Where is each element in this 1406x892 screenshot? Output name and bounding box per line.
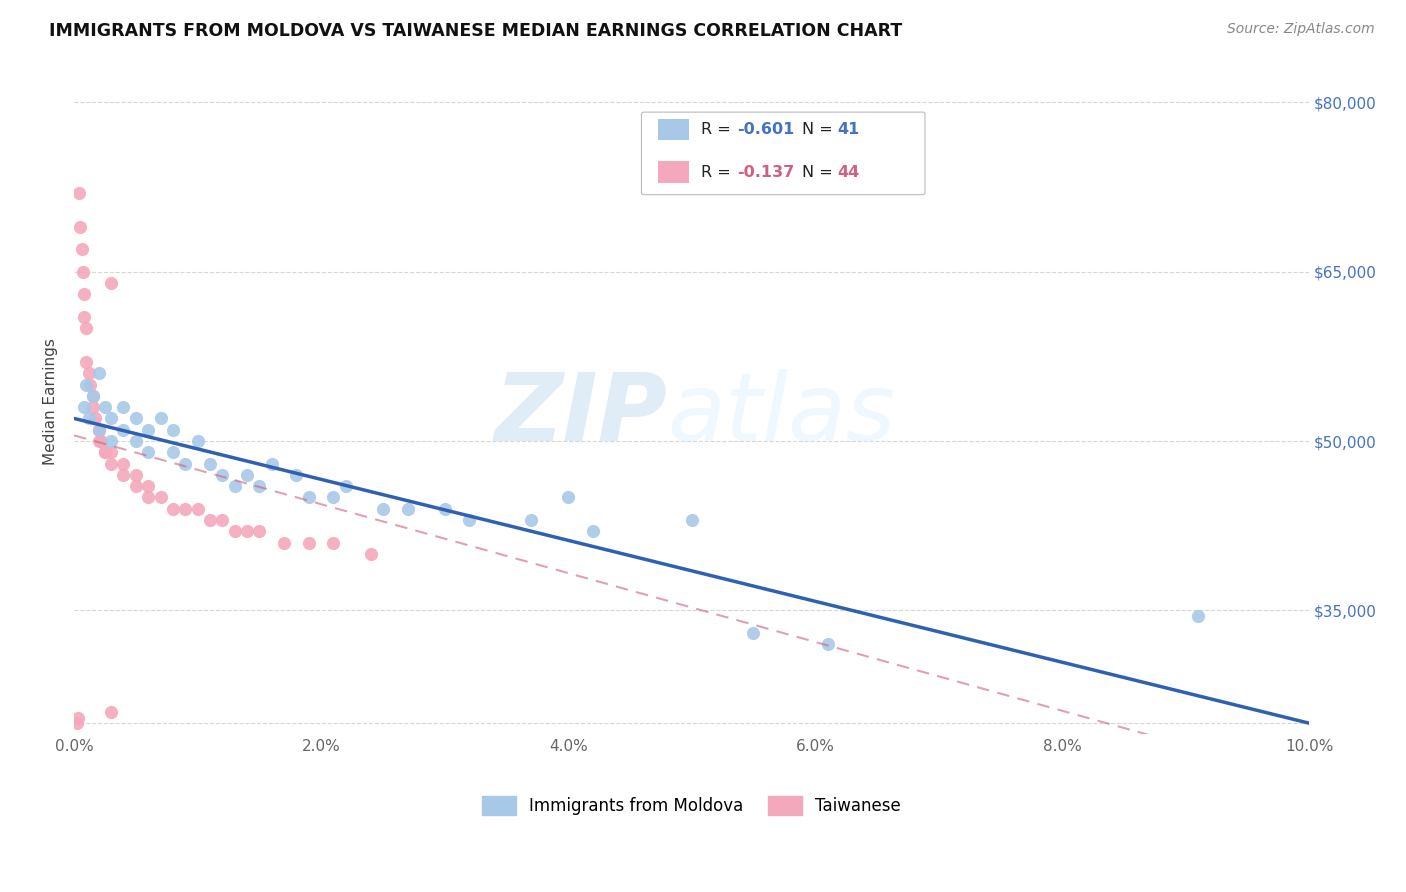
Point xyxy=(298,535,321,549)
Point xyxy=(112,423,135,437)
Point xyxy=(87,423,110,437)
Point xyxy=(125,467,148,482)
Point xyxy=(298,491,321,505)
Point xyxy=(174,457,197,471)
Point xyxy=(70,242,93,256)
Point xyxy=(162,423,184,437)
Point xyxy=(94,445,117,459)
Point xyxy=(285,467,308,482)
Point xyxy=(94,400,117,414)
Point xyxy=(162,445,184,459)
Legend: Immigrants from Moldova, Taiwanese: Immigrants from Moldova, Taiwanese xyxy=(475,789,907,822)
Point xyxy=(247,524,270,539)
Point xyxy=(87,423,110,437)
Point xyxy=(82,389,104,403)
Point xyxy=(582,524,605,539)
Point xyxy=(87,423,110,437)
Point xyxy=(125,434,148,448)
Point xyxy=(187,434,209,448)
Point xyxy=(82,389,104,403)
Point xyxy=(817,637,839,651)
Point xyxy=(136,479,159,493)
Point xyxy=(360,547,382,561)
Point xyxy=(211,467,233,482)
Text: R =: R = xyxy=(700,122,735,137)
Point xyxy=(75,377,97,392)
Point xyxy=(87,366,110,380)
Point xyxy=(112,457,135,471)
Point xyxy=(433,501,456,516)
Point xyxy=(458,513,481,527)
Point xyxy=(162,501,184,516)
Point xyxy=(174,501,197,516)
Point xyxy=(69,219,91,234)
Point xyxy=(198,457,221,471)
Text: -0.601: -0.601 xyxy=(737,122,794,137)
Point xyxy=(100,445,122,459)
Point xyxy=(67,186,90,200)
Point xyxy=(100,411,122,425)
Text: 41: 41 xyxy=(837,122,859,137)
Point xyxy=(224,524,246,539)
Point xyxy=(65,716,87,731)
Point xyxy=(211,513,233,527)
Point xyxy=(125,479,148,493)
Point xyxy=(112,400,135,414)
Point xyxy=(87,434,110,448)
Text: N =: N = xyxy=(801,122,838,137)
Text: N =: N = xyxy=(801,165,838,180)
Point xyxy=(73,400,96,414)
Point xyxy=(136,491,159,505)
Point xyxy=(681,513,703,527)
Point xyxy=(73,310,96,324)
Point xyxy=(236,524,259,539)
Point xyxy=(77,411,100,425)
Point xyxy=(260,457,283,471)
Text: R =: R = xyxy=(700,165,735,180)
Point xyxy=(100,434,122,448)
Point xyxy=(198,513,221,527)
Point xyxy=(247,479,270,493)
Text: ZIP: ZIP xyxy=(494,368,666,461)
Point xyxy=(335,479,357,493)
Point xyxy=(77,366,100,380)
Point xyxy=(520,513,543,527)
Point xyxy=(1187,609,1209,624)
Point xyxy=(72,265,94,279)
Point xyxy=(742,626,765,640)
Point xyxy=(79,377,101,392)
Point xyxy=(84,411,107,425)
Text: 44: 44 xyxy=(837,165,859,180)
Point xyxy=(125,411,148,425)
Point xyxy=(322,535,344,549)
Text: -0.137: -0.137 xyxy=(737,165,794,180)
Point xyxy=(236,467,259,482)
Point xyxy=(224,479,246,493)
Point xyxy=(90,434,112,448)
Point xyxy=(75,321,97,335)
Point xyxy=(273,535,295,549)
Point xyxy=(112,467,135,482)
Text: atlas: atlas xyxy=(666,369,896,460)
Point xyxy=(82,400,104,414)
Point xyxy=(396,501,419,516)
Text: IMMIGRANTS FROM MOLDOVA VS TAIWANESE MEDIAN EARNINGS CORRELATION CHART: IMMIGRANTS FROM MOLDOVA VS TAIWANESE MED… xyxy=(49,22,903,40)
Point xyxy=(187,501,209,516)
Point xyxy=(75,355,97,369)
Y-axis label: Median Earnings: Median Earnings xyxy=(44,338,58,465)
Point xyxy=(66,710,89,724)
Point xyxy=(322,491,344,505)
Point xyxy=(73,287,96,301)
Point xyxy=(136,445,159,459)
Point xyxy=(94,445,117,459)
Text: Source: ZipAtlas.com: Source: ZipAtlas.com xyxy=(1227,22,1375,37)
Point xyxy=(371,501,394,516)
Point xyxy=(136,423,159,437)
Point xyxy=(100,457,122,471)
Point xyxy=(149,411,172,425)
Point xyxy=(100,276,122,290)
Point xyxy=(149,491,172,505)
Point xyxy=(557,491,579,505)
Point xyxy=(100,705,122,719)
